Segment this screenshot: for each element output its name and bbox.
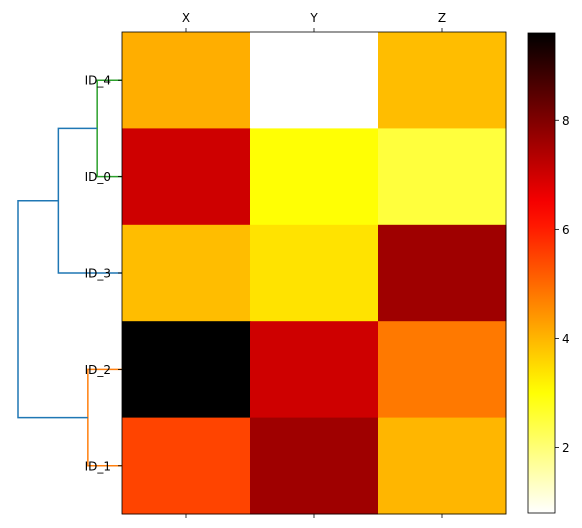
heatmap-cell-id-2-z	[378, 321, 507, 419]
heatmap-cell-id-1-z	[378, 417, 507, 515]
heatmap-cell-id-1-y	[250, 417, 379, 515]
x-tick-label-x: X	[182, 11, 190, 25]
heatmap-cell-id-4-y	[250, 32, 379, 129]
colorbar-tick-label-8: 8	[562, 114, 570, 128]
colorbar: 2 4 6 8	[527, 32, 570, 514]
heatmap-cells	[122, 32, 507, 515]
heatmap-cell-id-0-z	[378, 128, 507, 226]
heatmap-cell-id-2-x	[122, 321, 251, 419]
colorbar-tick-label-6: 6	[562, 223, 570, 237]
heatmap-cell-id-3-y	[250, 224, 379, 322]
y-tick-label-id-3: ID_3	[85, 267, 111, 281]
colorbar-tick-label-2: 2	[562, 441, 570, 455]
y-axis-ticks: ID_4 ID_0 ID_3 ID_2 ID_1	[85, 74, 122, 473]
y-tick-label-id-4: ID_4	[85, 74, 111, 88]
heatmap-cell-id-1-x	[122, 417, 251, 515]
heatmap-cell-id-4-z	[378, 32, 507, 129]
y-tick-label-id-0: ID_0	[85, 170, 111, 184]
x-tick-label-z: Z	[438, 11, 446, 25]
dendrogram	[17, 79, 122, 467]
x-axis-ticks: X Y Z	[182, 11, 446, 518]
dendrogram-link-1	[96, 79, 122, 178]
heatmap-cell-id-2-y	[250, 321, 379, 419]
y-tick-label-id-2: ID_2	[85, 363, 111, 377]
heatmap-cell-id-3-x	[122, 224, 251, 322]
heatmap-cell-id-4-x	[122, 32, 251, 129]
y-tick-label-id-1: ID_1	[85, 459, 111, 473]
heatmap-cell-id-0-y	[250, 128, 379, 226]
x-tick-label-y: Y	[309, 11, 318, 25]
colorbar-bar	[527, 32, 556, 514]
colorbar-tick-label-4: 4	[562, 332, 570, 346]
dendrogram-link-4	[17, 199, 88, 419]
heatmap-cell-id-0-x	[122, 128, 251, 226]
dendrogram-link-2	[87, 368, 122, 467]
heatmap-cell-id-3-z	[378, 224, 507, 322]
dendrogram-link-3	[57, 127, 122, 274]
